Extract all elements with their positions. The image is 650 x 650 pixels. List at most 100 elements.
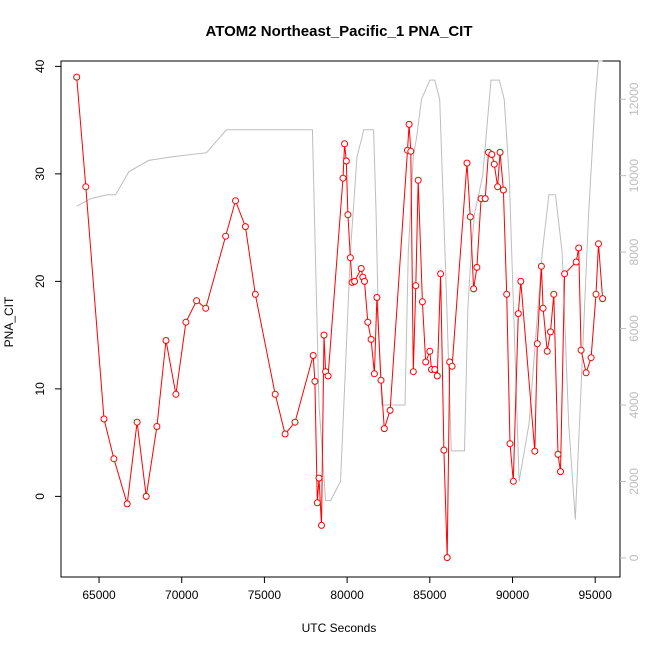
data-point (342, 157, 350, 165)
data-point (494, 183, 502, 191)
data-point (344, 211, 352, 219)
y2-tick-label: 4000 (627, 391, 641, 418)
data-point (517, 277, 525, 285)
data-point (324, 372, 332, 380)
x-tick-label: 80000 (330, 588, 364, 602)
data-point (414, 176, 422, 184)
data-point (433, 372, 441, 380)
x-axis: 65000 70000 75000 80000 85000 90000 95000 (82, 577, 612, 602)
data-point (577, 346, 585, 354)
data-point (437, 270, 445, 278)
data-point (341, 140, 349, 148)
data-point (506, 440, 514, 448)
data-point (422, 358, 430, 366)
data-point (311, 377, 319, 385)
y-axis-label: PNA_CIT (2, 296, 16, 347)
data-point (490, 160, 498, 168)
y2-tick-label: 6000 (627, 315, 641, 342)
data-point (364, 318, 372, 326)
data-point (386, 406, 394, 414)
y-tick-label: 10 (33, 382, 47, 396)
data-point (123, 500, 131, 508)
data-point (281, 430, 289, 438)
data-point (547, 328, 554, 336)
data-point (251, 290, 259, 298)
data-point (172, 390, 180, 398)
data-point (153, 423, 161, 430)
data-point (271, 390, 279, 398)
data-point (162, 337, 170, 344)
data-point (133, 418, 141, 426)
y2-tick-label: 10000 (627, 159, 641, 193)
data-point (193, 297, 201, 305)
data-point (514, 310, 522, 318)
data-point (543, 347, 551, 355)
data-point (315, 474, 323, 482)
data-point (592, 290, 600, 298)
x-tick-label: 85000 (413, 588, 447, 602)
data-point (82, 183, 90, 191)
data-point (466, 213, 474, 221)
data-point (222, 232, 230, 240)
data-point (561, 270, 569, 278)
data-point (367, 335, 375, 343)
data-point (241, 223, 249, 231)
data-point (142, 492, 150, 500)
data-point (339, 174, 347, 182)
data-point (587, 354, 595, 362)
data-point (488, 151, 496, 158)
data-point (509, 477, 517, 485)
data-point (309, 352, 317, 359)
data-point (443, 554, 451, 562)
data-point (448, 362, 456, 370)
data-point (537, 262, 545, 270)
data-point (291, 418, 299, 426)
data-point (431, 366, 439, 373)
data-point (557, 468, 564, 476)
data-point (440, 446, 448, 454)
data-point (499, 186, 507, 194)
x-tick-label: 90000 (496, 588, 530, 602)
data-point (320, 331, 328, 339)
data-point (313, 499, 321, 507)
data-point (346, 254, 354, 262)
x-axis-label: UTC Seconds (302, 621, 377, 635)
data-point (73, 73, 81, 81)
x-tick-label: 75000 (248, 588, 282, 602)
data-point (426, 347, 434, 355)
chart-title: ATOM2 Northeast_Pacific_1 PNA_CIT (205, 23, 472, 40)
x-tick-label: 95000 (579, 588, 613, 602)
y2-tick-label: 0 (627, 554, 641, 561)
data-point (357, 265, 365, 272)
data-point (405, 120, 413, 128)
data-point (531, 447, 539, 455)
y2-tick-label: 2000 (627, 468, 641, 495)
data-point (373, 294, 381, 301)
data-point (496, 148, 504, 156)
data-point (582, 369, 590, 377)
data-point (412, 282, 420, 290)
series-layer (73, 60, 607, 562)
y-axis-right: 0 2000 4000 6000 8000 10000 12000 (620, 82, 641, 561)
data-point (473, 263, 481, 271)
data-point (232, 197, 239, 205)
data-point (595, 240, 602, 248)
data-point (470, 285, 478, 293)
data-point (575, 244, 583, 252)
y-axis-left: 0 10 20 30 40 (33, 59, 61, 500)
y-tick-label: 20 (33, 274, 47, 288)
data-point (418, 298, 426, 306)
data-point (202, 304, 210, 312)
data-point (361, 277, 368, 285)
data-point (377, 376, 385, 384)
data-point (318, 521, 325, 529)
data-point (554, 450, 562, 458)
data-point (182, 318, 190, 326)
series-line-secondary (76, 60, 603, 520)
data-point (409, 368, 417, 376)
data-point (572, 258, 580, 266)
data-point (550, 290, 558, 298)
x-tick-label: 65000 (82, 588, 116, 602)
data-point (110, 455, 118, 463)
